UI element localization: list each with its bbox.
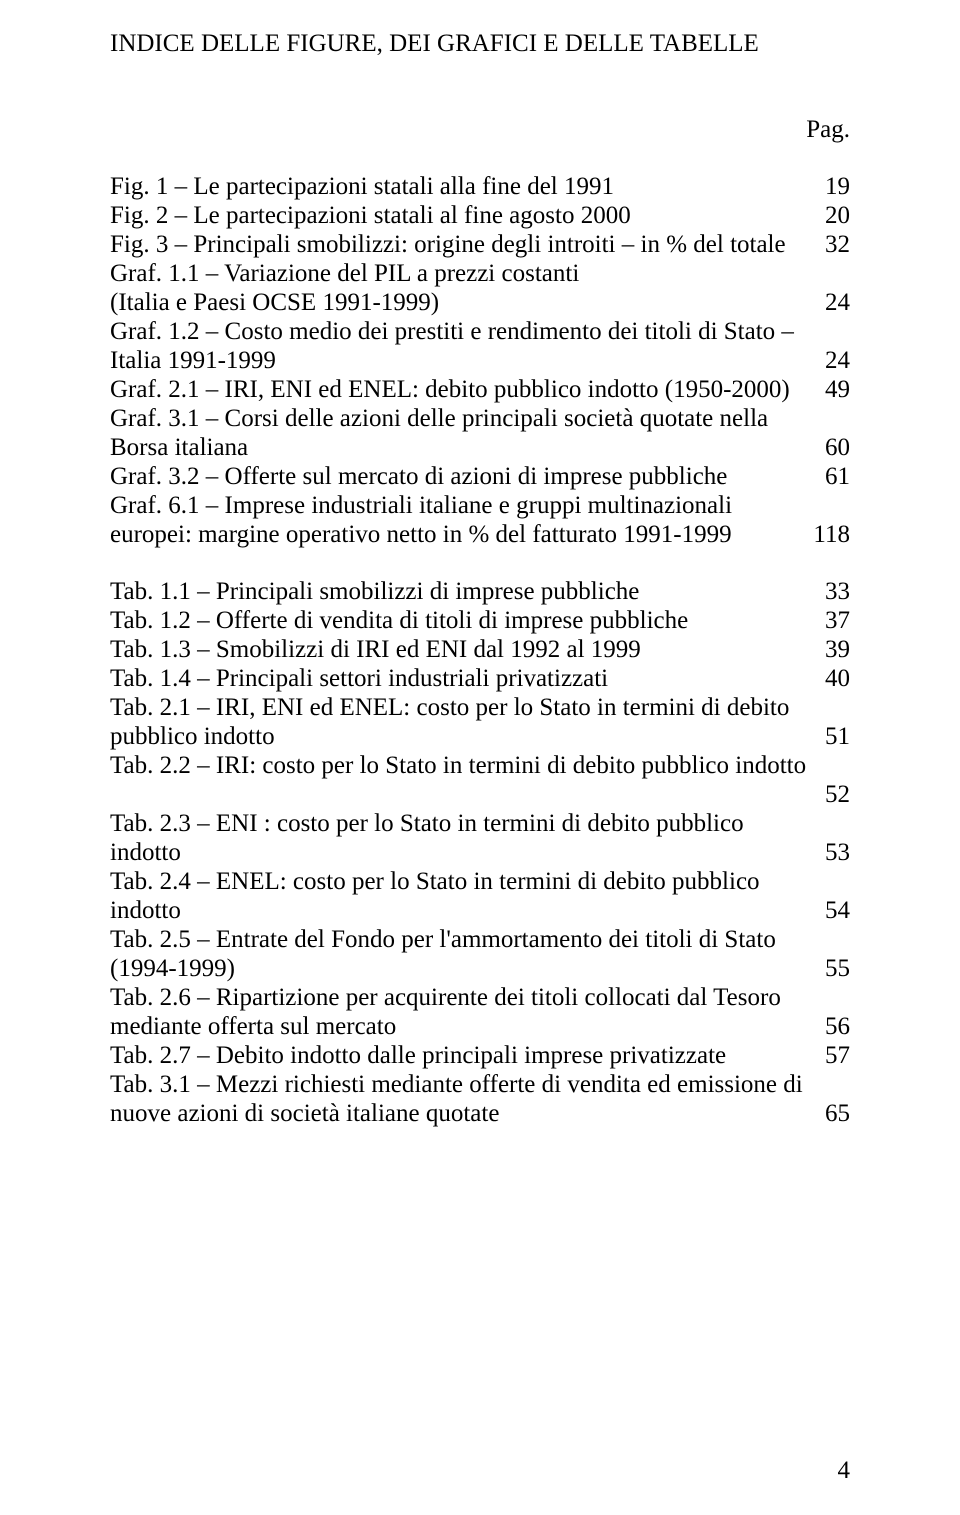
index-entry-text: Italia 1991-1999 <box>110 346 805 375</box>
index-entry-line: Tab. 2.1 – IRI, ENI ed ENEL: costo per l… <box>110 693 850 722</box>
index-entry-text: Tab. 1.1 – Principali smobilizzi di impr… <box>110 577 805 606</box>
index-entry-page: 33 <box>805 577 850 606</box>
index-entry-text: nuove azioni di società italiane quotate <box>110 1099 805 1128</box>
index-entry-text: Fig. 3 – Principali smobilizzi: origine … <box>110 230 805 259</box>
index-entry-text: Graf. 2.1 – IRI, ENI ed ENEL: debito pub… <box>110 375 805 404</box>
index-entry: Tab. 2.7 – Debito indotto dalle principa… <box>110 1041 850 1070</box>
index-entry: Italia 1991-199924 <box>110 346 850 375</box>
index-entry-text: (1994-1999) <box>110 954 805 983</box>
index-entry-page: 57 <box>805 1041 850 1070</box>
index-entry: pubblico indotto51 <box>110 722 850 751</box>
index-entry-page: 37 <box>805 606 850 635</box>
page-label-row: Pag. <box>110 116 850 144</box>
index-entry: Tab. 1.2 – Offerte di vendita di titoli … <box>110 606 850 635</box>
index-entry-line: Tab. 2.3 – ENI : costo per lo Stato in t… <box>110 809 850 838</box>
index-entry-text: Tab. 1.3 – Smobilizzi di IRI ed ENI dal … <box>110 635 805 664</box>
index-list: Fig. 1 – Le partecipazioni statali alla … <box>110 172 850 1128</box>
page-number: 4 <box>838 1457 851 1485</box>
index-entry: (Italia e Paesi OCSE 1991-1999)24 <box>110 288 850 317</box>
page-title: INDICE DELLE FIGURE, DEI GRAFICI E DELLE… <box>110 30 850 58</box>
block-spacer <box>110 549 850 577</box>
index-entry: Fig. 3 – Principali smobilizzi: origine … <box>110 230 850 259</box>
index-entry-page: 40 <box>805 664 850 693</box>
index-entry-text: Tab. 1.2 – Offerte di vendita di titoli … <box>110 606 805 635</box>
index-entry: europei: margine operativo netto in % de… <box>110 520 850 549</box>
index-entry-line: Graf. 1.1 – Variazione del PIL a prezzi … <box>110 259 850 288</box>
index-entry-line: Tab. 2.6 – Ripartizione per acquirente d… <box>110 983 850 1012</box>
index-entry-page: 65 <box>805 1099 850 1128</box>
page-label: Pag. <box>806 116 850 144</box>
index-entry-text: Fig. 1 – Le partecipazioni statali alla … <box>110 172 805 201</box>
index-entry-page: 53 <box>805 838 850 867</box>
index-entry-text: pubblico indotto <box>110 722 805 751</box>
index-entry-line: Graf. 1.2 – Costo medio dei prestiti e r… <box>110 317 850 346</box>
index-entry: Tab. 1.3 – Smobilizzi di IRI ed ENI dal … <box>110 635 850 664</box>
index-entry-page: 60 <box>805 433 850 462</box>
index-entry-text: Tab. 2.7 – Debito indotto dalle principa… <box>110 1041 805 1070</box>
index-entry-text: mediante offerta sul mercato <box>110 1012 805 1041</box>
index-entry: Fig. 1 – Le partecipazioni statali alla … <box>110 172 850 201</box>
document-page: INDICE DELLE FIGURE, DEI GRAFICI E DELLE… <box>0 0 960 1515</box>
index-entry: indotto54 <box>110 896 850 925</box>
index-entry-page: 118 <box>793 520 850 549</box>
index-entry: Graf. 2.1 – IRI, ENI ed ENEL: debito pub… <box>110 375 850 404</box>
index-entry-page: 54 <box>805 896 850 925</box>
index-entry-line: Tab. 2.5 – Entrate del Fondo per l'ammor… <box>110 925 850 954</box>
index-entry: Tab. 2.2 – IRI: costo per lo Stato in te… <box>110 751 850 780</box>
index-entry-page: 32 <box>805 230 850 259</box>
index-entry-text: europei: margine operativo netto in % de… <box>110 520 793 549</box>
index-entry-text: Borsa italiana <box>110 433 805 462</box>
index-entry: Graf. 3.2 – Offerte sul mercato di azion… <box>110 462 850 491</box>
index-entry-page: 49 <box>805 375 850 404</box>
index-entry-text: Fig. 2 – Le partecipazioni statali al fi… <box>110 201 805 230</box>
index-entry-page: 61 <box>805 462 850 491</box>
index-entry: mediante offerta sul mercato56 <box>110 1012 850 1041</box>
index-entry-page: 56 <box>805 1012 850 1041</box>
index-entry: 52 <box>110 780 850 809</box>
index-entry: nuove azioni di società italiane quotate… <box>110 1099 850 1128</box>
index-entry-line: Tab. 3.1 – Mezzi richiesti mediante offe… <box>110 1070 850 1099</box>
index-entry-line: Tab. 2.4 – ENEL: costo per lo Stato in t… <box>110 867 850 896</box>
index-entry-page: 39 <box>805 635 850 664</box>
index-entry-text: (Italia e Paesi OCSE 1991-1999) <box>110 288 805 317</box>
index-entry-text: indotto <box>110 896 805 925</box>
index-entry-page: 24 <box>805 346 850 375</box>
index-entry: Borsa italiana60 <box>110 433 850 462</box>
index-entry-page: 51 <box>805 722 850 751</box>
index-entry: Fig. 2 – Le partecipazioni statali al fi… <box>110 201 850 230</box>
index-entry-text: Graf. 3.2 – Offerte sul mercato di azion… <box>110 462 805 491</box>
index-entry: Tab. 1.4 – Principali settori industrial… <box>110 664 850 693</box>
index-entry-page: 20 <box>805 201 850 230</box>
index-entry: indotto53 <box>110 838 850 867</box>
index-entry-text: Tab. 1.4 – Principali settori industrial… <box>110 664 805 693</box>
index-entry: Tab. 1.1 – Principali smobilizzi di impr… <box>110 577 850 606</box>
index-entry-page: 52 <box>805 780 850 809</box>
index-entry-page: 24 <box>805 288 850 317</box>
index-entry-line: Graf. 3.1 – Corsi delle azioni delle pri… <box>110 404 850 433</box>
index-entry-line: Graf. 6.1 – Imprese industriali italiane… <box>110 491 850 520</box>
index-entry-page: 55 <box>805 954 850 983</box>
index-entry-text: indotto <box>110 838 805 867</box>
index-entry-text: Tab. 2.2 – IRI: costo per lo Stato in te… <box>110 751 830 780</box>
index-entry: (1994-1999)55 <box>110 954 850 983</box>
index-entry-page: 19 <box>805 172 850 201</box>
